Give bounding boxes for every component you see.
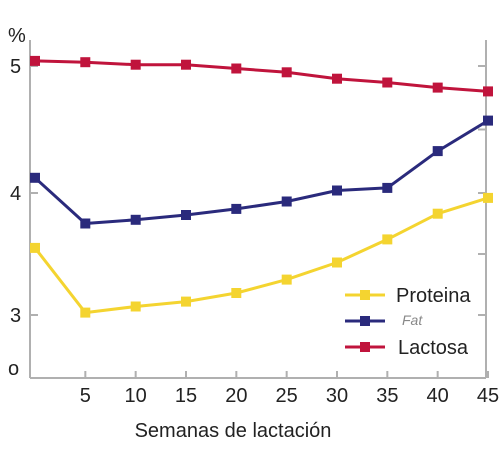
x-tick-label: 30 <box>326 385 348 407</box>
legend-item-proteina: Proteina <box>345 285 471 307</box>
legend-marker-proteina <box>360 290 370 300</box>
x-axis-title: Semanas de lactación <box>135 420 332 442</box>
data-point-fat <box>483 115 493 126</box>
data-point-lactosa <box>332 73 342 84</box>
data-point-fat <box>231 203 242 214</box>
data-point-lactosa <box>382 77 393 88</box>
y-tick-label-zero: o <box>8 358 19 380</box>
data-point-fat <box>80 218 91 229</box>
legend-marker-fat <box>360 316 370 326</box>
data-point-fat <box>332 185 342 196</box>
y-tick-label: 4 <box>10 183 21 205</box>
x-tick-label: 45 <box>477 385 499 407</box>
series-line-proteina <box>33 196 489 315</box>
legend-label-lactosa: Lactosa <box>398 337 469 359</box>
data-point-lactosa <box>30 55 40 66</box>
data-point-fat <box>281 196 292 207</box>
x-tick-label: 10 <box>125 385 147 407</box>
legend-item-fat: Fat <box>345 312 423 328</box>
series-line-fat <box>33 119 489 225</box>
y-axis-title: % <box>8 25 26 47</box>
legend-label-fat: Fat <box>402 312 423 328</box>
x-tick-label: 20 <box>225 385 247 407</box>
data-point-lactosa <box>483 86 493 97</box>
data-point-proteina <box>382 234 393 245</box>
data-point-proteina <box>281 274 292 285</box>
x-tick-label: 15 <box>175 385 197 407</box>
data-point-lactosa <box>80 57 91 68</box>
data-point-lactosa <box>281 67 292 78</box>
data-point-proteina <box>80 307 91 318</box>
data-point-proteina <box>181 296 191 307</box>
data-point-proteina <box>332 257 342 268</box>
data-point-fat <box>382 182 393 193</box>
data-point-lactosa <box>130 59 141 70</box>
data-point-fat <box>30 172 40 183</box>
legend: Proteina Fat Lactosa <box>345 285 471 359</box>
y-tick-label: 3 <box>10 305 21 327</box>
y-tick-label: 5 <box>10 56 21 78</box>
legend-item-lactosa: Lactosa <box>345 337 469 359</box>
data-point-lactosa <box>231 63 242 74</box>
data-point-proteina <box>130 301 141 312</box>
data-point-proteina <box>30 242 40 253</box>
data-point-lactosa <box>432 82 443 93</box>
data-point-proteina <box>231 288 242 298</box>
data-point-fat <box>432 146 443 157</box>
x-tick-label: 25 <box>276 385 298 407</box>
x-tick-label: 35 <box>376 385 398 407</box>
series-layer <box>30 55 493 318</box>
data-point-proteina <box>483 192 493 203</box>
data-point-lactosa <box>181 59 191 70</box>
data-point-proteina <box>432 208 443 219</box>
legend-marker-lactosa <box>360 342 370 352</box>
data-point-fat <box>181 210 191 220</box>
legend-label-proteina: Proteina <box>396 285 471 307</box>
data-point-fat <box>130 214 141 225</box>
x-tick-label: 5 <box>80 385 91 407</box>
series-line-lactosa <box>34 59 489 93</box>
x-tick-label: 40 <box>427 385 449 407</box>
